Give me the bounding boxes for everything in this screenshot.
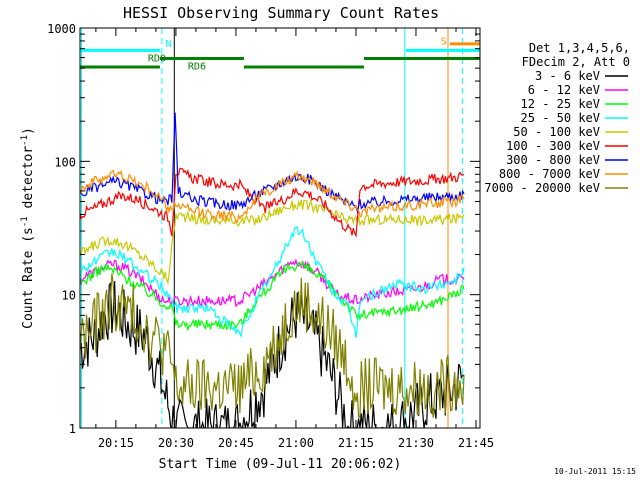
x-tick-label: 20:45	[218, 436, 254, 450]
legend-label: 3 - 6 keV	[535, 69, 600, 83]
y-axis-label: Count Rate (s-1 detector-1)	[20, 127, 36, 329]
series-layer	[80, 112, 465, 428]
footer-timestamp: 10-Jul-2011 15:15	[554, 467, 636, 476]
series-line-6	[80, 167, 465, 238]
legend-header-line-2: FDecim 2, Att 0	[522, 55, 630, 69]
legend-label: 800 - 7000 keV	[499, 167, 600, 181]
x-tick-label: 20:15	[98, 436, 134, 450]
x-tick-label: 21:45	[458, 436, 494, 450]
y-axis-label-part-2: detector	[21, 146, 36, 217]
y-axis-label-exp-1: -1	[20, 216, 30, 227]
night-annotation: N	[166, 39, 172, 50]
y-tick-label: 10	[62, 289, 76, 303]
y-axis-label-exp-2: -1	[20, 135, 30, 146]
rd0-annotation: RD0	[148, 54, 166, 65]
series-line-4	[80, 226, 465, 339]
legend-label: 7000 - 20000 keV	[484, 181, 600, 195]
x-tick-label: 21:30	[398, 436, 434, 450]
legend-header-line-1: Det 1,3,4,5,6,	[529, 41, 630, 55]
rd6-annotation: RD6	[188, 61, 206, 72]
legend: Det 1,3,4,5,6, FDecim 2, Att 0 3 - 6 keV…	[484, 41, 630, 195]
y-tick-label: 1	[69, 422, 76, 436]
x-tick-label: 21:15	[338, 436, 374, 450]
y-axis-label-part-3: )	[21, 127, 36, 135]
legend-label: 300 - 800 keV	[506, 153, 600, 167]
plot-frame	[79, 27, 481, 429]
y-tick-label: 100	[54, 155, 76, 169]
legend-label: 50 - 100 keV	[513, 125, 600, 139]
chart-title: HESSI Observing Summary Count Rates	[123, 4, 439, 22]
series-line-3	[80, 260, 465, 332]
legend-label: 25 - 50 keV	[521, 111, 600, 125]
series-line-8	[80, 169, 465, 223]
x-tick-label: 20:30	[158, 436, 194, 450]
series-line-9	[80, 273, 465, 419]
x-tick-label: 21:00	[278, 436, 314, 450]
legend-label: 12 - 25 keV	[521, 97, 600, 111]
legend-label: 6 - 12 keV	[528, 83, 600, 97]
series-line-5	[80, 199, 465, 285]
legend-label: 100 - 300 keV	[506, 139, 600, 153]
series-line-7	[80, 112, 465, 214]
axes-layer: 20:15 20:30 20:45 21:00 21:15 21:30 21:45 1 10 10…	[47, 22, 494, 450]
saa-annotation: S	[441, 37, 447, 48]
y-tick-label: 1000	[47, 22, 76, 36]
y-axis-label-part-1: Count Rate (s	[21, 227, 36, 329]
x-axis-label: Start Time (09-Jul-11 20:06:02)	[159, 457, 402, 472]
